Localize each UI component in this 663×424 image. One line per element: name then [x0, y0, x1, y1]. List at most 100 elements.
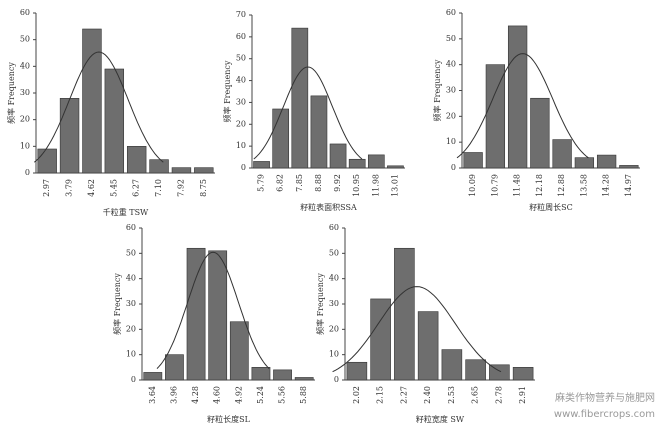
bar	[186, 247, 206, 381]
y-tick-label: 50	[236, 54, 246, 63]
chart: 0 10 20 30 40 50 60 3.64 3.96 4.28 4.60 4.92 5.24 5.5…	[112, 223, 315, 424]
y-tick-label: 20	[126, 324, 136, 333]
y-axis-label: 频率 Frequency	[112, 273, 122, 335]
y-tick-label: 20	[236, 119, 246, 128]
bar	[370, 298, 391, 381]
x-tick-label: 3.96	[169, 386, 178, 404]
x-tick-label: 4.28	[191, 386, 200, 404]
x-tick-label: 11.48	[513, 174, 522, 197]
bar	[149, 159, 169, 174]
bar	[346, 361, 368, 381]
y-tick-label: 50	[446, 34, 456, 43]
bar	[530, 97, 550, 169]
y-tick-label: 20	[20, 115, 30, 124]
y-tick-label: 10	[126, 350, 136, 359]
x-tick-label: 12.18	[535, 174, 544, 197]
chart: 0 10 20 30 40 50 60 70 5.79 6.82 7.85 8.88 9.92 10.95…	[222, 10, 405, 212]
x-tick-label: 3.64	[148, 386, 157, 404]
y-tick-label: 40	[446, 60, 456, 69]
y-tick-label: 0	[131, 375, 136, 384]
bar	[463, 152, 483, 169]
y-tick-label: 50	[329, 248, 339, 257]
chart: 0 10 20 30 40 50 60 2.97 3.79 4.62 5.45 6.27 7.10 7.9…	[6, 8, 215, 217]
bar	[512, 367, 534, 381]
bar	[104, 68, 125, 174]
y-tick-label: 40	[126, 274, 136, 283]
y-tick-label: 10	[329, 350, 339, 359]
bar	[253, 161, 270, 169]
x-tick-label: 7.85	[295, 174, 304, 192]
y-tick-label: 60	[126, 223, 136, 232]
x-tick-label: 5.24	[256, 386, 265, 404]
bar	[507, 25, 528, 169]
y-tick-label: 10	[446, 137, 456, 146]
bar	[465, 359, 486, 381]
normal-curve	[253, 66, 363, 160]
bar	[291, 27, 309, 169]
bar	[59, 98, 80, 174]
bar	[348, 158, 366, 169]
x-tick-label: 2.97	[42, 179, 51, 197]
y-tick-label: 20	[446, 111, 456, 120]
x-tick-label: 2.65	[471, 386, 480, 404]
x-tick-label: 9.92	[333, 174, 342, 192]
bar	[596, 154, 617, 169]
x-tick-label: 6.27	[132, 179, 141, 197]
y-tick-label: 60	[20, 8, 30, 17]
y-tick-label: 0	[451, 163, 456, 172]
x-tick-label: 14.28	[602, 174, 611, 197]
x-tick-label: 2.91	[518, 386, 527, 404]
watermark-site: 麻类作物营养与施肥网	[555, 391, 655, 404]
y-tick-label: 40	[329, 274, 339, 283]
x-axis-label: 籽粒周长SC	[529, 202, 573, 212]
y-tick-label: 10	[20, 141, 30, 150]
x-tick-label: 10.09	[468, 174, 477, 197]
y-tick-label: 30	[126, 299, 136, 308]
bar	[272, 108, 290, 169]
chart: 0 10 20 30 40 50 60 10.09 10.79 11.48 12.18 12.88 13…	[432, 8, 640, 212]
x-tick-label: 11.98	[371, 174, 380, 197]
x-tick-label: 13.01	[390, 174, 399, 197]
bar	[82, 28, 102, 174]
y-axis-label: 频率 Frequency	[222, 60, 232, 122]
normal-curve	[456, 53, 589, 159]
x-tick-label: 8.75	[199, 179, 208, 197]
x-tick-label: 4.62	[87, 179, 96, 197]
x-tick-label: 13.58	[579, 174, 588, 197]
normal-curve	[33, 51, 164, 163]
x-tick-label: 5.88	[299, 386, 308, 404]
x-tick-label: 6.82	[276, 174, 285, 192]
bar	[552, 139, 572, 169]
x-tick-label: 10.79	[490, 174, 499, 197]
x-axis-label: 籽粒长度SL	[207, 414, 250, 424]
x-tick-label: 2.53	[447, 386, 456, 404]
y-tick-label: 30	[20, 88, 30, 97]
x-tick-label: 5.56	[278, 386, 287, 404]
bar	[194, 167, 214, 174]
bar	[294, 377, 314, 381]
bar	[37, 148, 57, 174]
bar	[329, 143, 347, 169]
chart: 0 10 20 30 40 50 60 2.02 2.15 2.27 2.40 2.53 2.65 2.7…	[315, 223, 535, 424]
normal-curve	[332, 286, 502, 373]
bar	[619, 165, 639, 169]
y-tick-label: 10	[236, 141, 246, 150]
x-tick-label: 8.88	[314, 174, 323, 192]
watermark-url: www.fibercrops.com	[554, 409, 655, 420]
bar	[394, 247, 415, 381]
bar	[574, 157, 595, 169]
y-axis-label: 频率 Frequency	[315, 273, 325, 335]
bar	[229, 321, 249, 381]
x-tick-label: 3.79	[65, 179, 74, 197]
y-tick-label: 60	[236, 32, 246, 41]
bar	[417, 311, 439, 381]
y-tick-label: 60	[446, 8, 456, 17]
y-tick-label: 60	[329, 223, 339, 232]
y-tick-label: 30	[446, 86, 456, 95]
x-axis-label: 籽粒表面积SSA	[300, 202, 357, 212]
y-tick-label: 50	[126, 248, 136, 257]
x-tick-label: 5.45	[109, 179, 118, 197]
bar	[310, 95, 328, 169]
bar	[485, 64, 506, 169]
x-tick-label: 2.27	[399, 386, 408, 404]
